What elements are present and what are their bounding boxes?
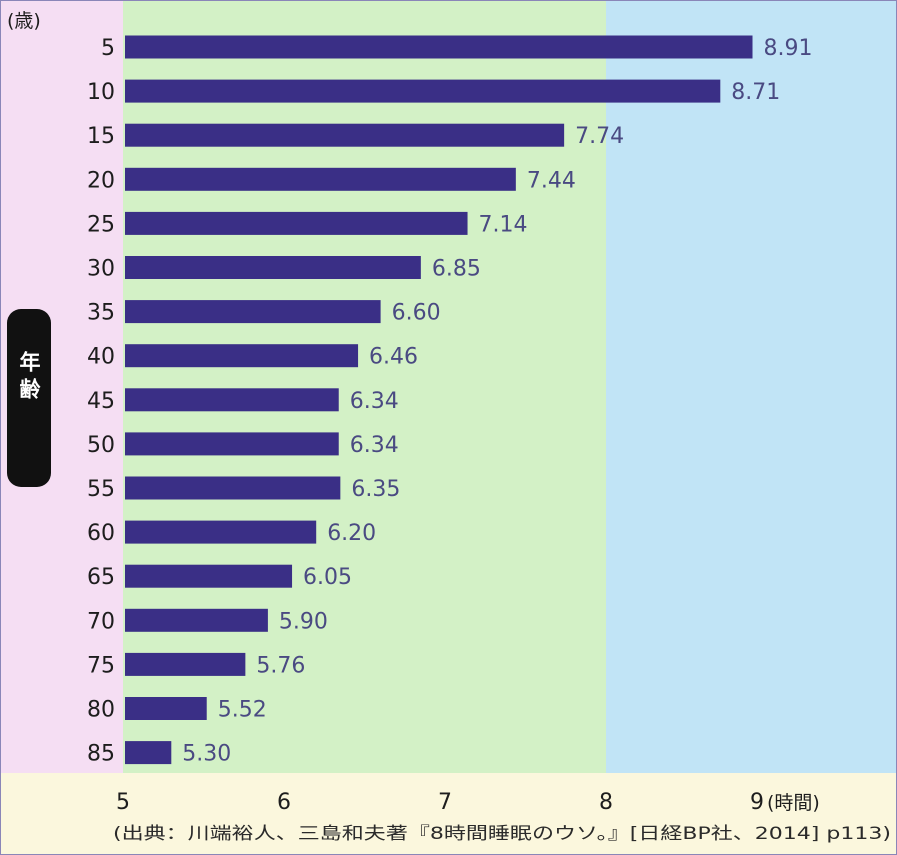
bar-age-60: [125, 520, 317, 544]
value-label-age-55: 6.35: [351, 477, 400, 502]
bar-age-20: [125, 167, 516, 191]
age-tick-80: 80: [87, 698, 115, 723]
value-label-age-85: 5.30: [182, 742, 231, 767]
background-band-2: [606, 1, 896, 773]
bar-age-10: [125, 79, 721, 103]
age-tick-50: 50: [87, 433, 115, 458]
value-label-age-45: 6.34: [350, 389, 399, 414]
bar-age-40: [125, 344, 359, 368]
y-axis-title-background: [7, 309, 51, 487]
hour-tick-5: 5: [116, 790, 130, 815]
age-tick-20: 20: [87, 168, 115, 193]
value-label-age-75: 5.76: [256, 653, 305, 678]
bar-age-25: [125, 211, 468, 235]
age-tick-55: 55: [87, 477, 115, 502]
bar-age-5: [125, 35, 753, 59]
age-tick-45: 45: [87, 389, 115, 414]
bar-age-70: [125, 608, 268, 632]
hour-tick-6: 6: [277, 790, 291, 815]
footer-band: [1, 773, 896, 854]
x-unit-label: (時間): [767, 792, 820, 814]
bar-age-30: [125, 256, 421, 279]
value-label-age-20: 7.44: [527, 168, 576, 193]
value-label-age-30: 6.85: [432, 257, 481, 282]
age-tick-75: 75: [87, 653, 115, 678]
age-tick-5: 5: [101, 36, 115, 61]
age-tick-65: 65: [87, 565, 115, 590]
bar-age-15: [125, 123, 565, 147]
bar-age-85: [125, 741, 172, 765]
bar-age-80: [125, 697, 207, 720]
age-tick-70: 70: [87, 609, 115, 634]
source-citation: (出典：川端裕人、三島和夫著『8時間睡眠のウソ。』[日経BP社、2014] p1…: [113, 824, 891, 844]
age-tick-25: 25: [87, 212, 115, 237]
age-tick-60: 60: [87, 521, 115, 546]
y-unit-label: (歳): [7, 10, 41, 32]
age-tick-30: 30: [87, 257, 115, 282]
bar-age-65: [125, 564, 293, 588]
bar-age-50: [125, 432, 339, 456]
age-tick-85: 85: [87, 742, 115, 767]
value-label-age-80: 5.52: [218, 698, 267, 723]
y-axis-title-badge: 年齢: [7, 309, 51, 487]
value-label-age-70: 5.90: [279, 609, 328, 634]
bar-age-45: [125, 388, 339, 412]
value-label-age-60: 6.20: [327, 521, 376, 546]
value-label-age-65: 6.05: [303, 565, 352, 590]
age-tick-labels: 5 10 15 20 25 30 35 40 45 50 55 60 65 70 75 80 85: [87, 36, 115, 767]
hour-tick-8: 8: [599, 790, 613, 815]
value-label-age-35: 6.60: [392, 301, 441, 326]
hour-tick-9: 9: [750, 790, 764, 815]
age-tick-10: 10: [87, 80, 115, 105]
bars: 8.91 8.71 7.74 7.44 7.14 6.85 6.60 6.46 6.34 6.34…: [125, 35, 813, 767]
age-tick-35: 35: [87, 301, 115, 326]
age-tick-40: 40: [87, 345, 115, 370]
hour-tick-7: 7: [438, 790, 452, 815]
bar-age-35: [125, 300, 381, 324]
bar-age-75: [125, 652, 246, 676]
value-label-age-25: 7.14: [479, 212, 528, 237]
bar-age-55: [125, 476, 341, 500]
value-label-age-40: 6.46: [369, 345, 418, 370]
value-label-age-5: 8.91: [764, 36, 813, 61]
value-label-age-50: 6.34: [350, 433, 399, 458]
value-label-age-15: 7.74: [575, 124, 624, 149]
age-tick-15: 15: [87, 124, 115, 149]
value-label-age-10: 8.71: [731, 80, 780, 105]
y-axis-title: 年齢: [17, 350, 41, 405]
hour-tick-labels: 5 6 7 8 9: [116, 790, 764, 815]
